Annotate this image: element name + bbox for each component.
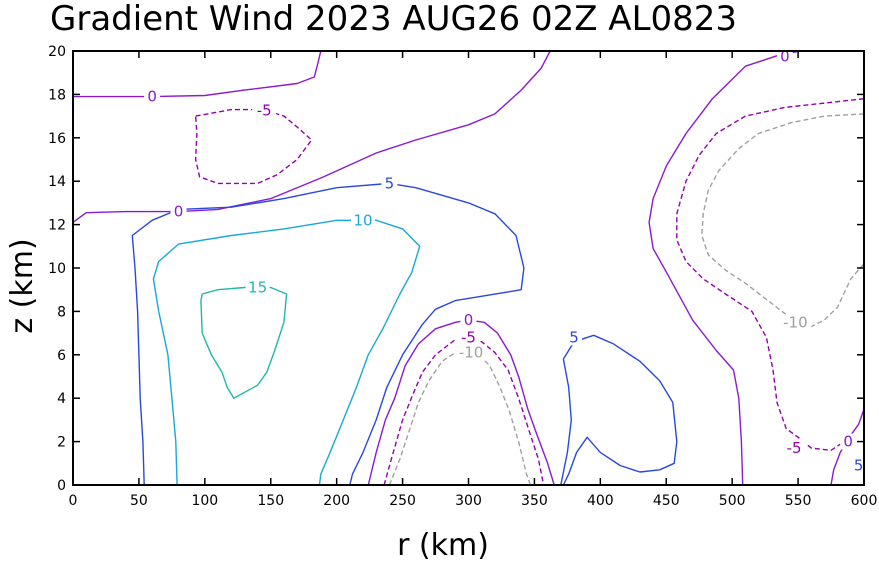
contour-line-13 [701,113,865,328]
contour-label-10: 0 [776,47,793,65]
contour-label-text-6: 0 [464,311,474,329]
x-tick-label-6: 300 [455,493,482,509]
chart-title: Gradient Wind 2023 AUG26 02Z AL0823 [50,0,737,39]
contour-line-1 [72,50,551,223]
x-tick-label-10: 500 [719,493,746,509]
y-tick-label-6: 12 [48,218,66,234]
contour-label-text-13: 0 [843,433,853,451]
contour-label-bg-12 [782,440,807,457]
contour-label-text-7: -5 [461,328,476,346]
contour-label-bg-5 [245,279,270,296]
contour-label-bg-8 [455,344,488,361]
contour-line-4 [152,219,421,486]
y-axis-label: z (km) [5,238,40,333]
contour-label-1: -5 [252,102,277,120]
contour-label-text-3: 5 [385,174,395,192]
contour-line-9 [560,334,678,486]
contour-label-text-10: 0 [780,47,790,65]
contour-label-5: 15 [245,279,270,297]
contour-label-8: -10 [455,344,488,362]
contour-label-text-11: -10 [783,313,808,331]
contour-label-13: 0 [840,433,857,451]
contour-label-text-2: 0 [174,203,184,221]
contour-label-2: 0 [170,203,187,221]
y-tick-label-9: 18 [48,87,66,103]
x-tick-label-11: 550 [785,493,812,509]
contour-label-bg-7 [456,329,481,346]
contour-label-text-4: 10 [353,211,372,229]
y-tick-label-7: 14 [48,174,66,190]
y-tick-label-8: 16 [48,131,66,147]
contour-label-4: 10 [351,211,375,229]
contour-label-bg-14 [850,457,867,474]
contour-line-0 [73,50,322,98]
contour-label-text-1: -5 [257,102,272,120]
x-tick-label-1: 50 [130,493,148,509]
x-tick-label-2: 100 [191,493,218,509]
y-tick-label-3: 6 [57,348,66,364]
contour-label-bg-13 [840,433,857,450]
x-axis-label: r (km) [397,528,489,561]
contour-label-14: 5 [850,457,867,475]
y-tick-label-1: 2 [57,435,66,451]
x-tick-label-9: 450 [653,493,680,509]
contour-label-bg-10 [776,48,793,65]
x-tick-label-0: 0 [69,493,78,509]
x-tick-label-8: 400 [587,493,614,509]
y-tick-label-4: 8 [57,304,66,320]
x-tick-label-4: 200 [323,493,350,509]
contour-label-11: -10 [779,313,812,331]
contour-label-12: -5 [782,439,807,457]
x-tick-label-12: 600 [851,493,878,509]
contour-line-12 [676,98,865,451]
contour-label-text-9: 5 [569,328,579,346]
x-tick-label-7: 350 [521,493,548,509]
contour-label-6: 0 [460,311,477,329]
y-tick-label-2: 4 [57,391,66,407]
contour-label-bg-11 [779,314,812,331]
y-tick-label-10: 20 [48,44,66,60]
contour-label-9: 5 [566,328,582,346]
contour-label-text-14: 5 [854,457,864,475]
x-tick-label-3: 150 [257,493,284,509]
contour-label-text-12: -5 [787,439,802,457]
contour-line-10 [648,50,801,486]
contour-label-7: -5 [456,328,481,346]
y-tick-label-0: 0 [57,478,66,494]
contour-label-text-0: 0 [147,88,157,106]
contour-label-bg-0 [144,88,161,105]
contour-line-8 [388,349,532,486]
contour-label-text-5: 15 [248,279,267,297]
contour-label-bg-1 [252,102,277,119]
contour-label-bg-6 [460,312,477,329]
contour-label-0: 0 [144,88,161,106]
contour-label-bg-3 [381,175,398,192]
contour-label-text-8: -10 [459,344,484,362]
contour-label-bg-9 [566,329,582,346]
y-tick-label-5: 10 [48,261,66,277]
contour-line-2 [194,108,313,185]
axis-ticks: 0 50 100 150 200 250 300 350 400 450 500 550 6000246… [48,44,877,509]
contour-label-3: 5 [381,174,398,192]
contour-line-5 [200,286,288,399]
contour-label-bg-4 [351,212,375,229]
contour-line-3 [131,182,525,486]
x-tick-label-5: 250 [389,493,416,509]
contour-label-bg-2 [170,203,187,220]
